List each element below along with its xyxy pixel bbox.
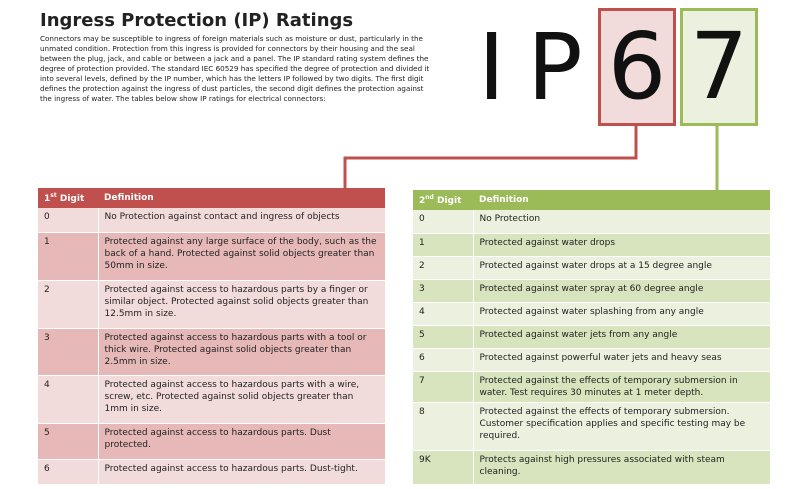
digit-label: Digit (436, 196, 462, 206)
table-row: 7 Protected against the effects of tempor… (413, 371, 770, 403)
definition-cell: Protects against high pressures associat… (473, 450, 770, 485)
digit-cell: 5 (413, 325, 474, 349)
digit-number: 2 (419, 196, 426, 206)
table-row: 8 Protected against the effects of tempor… (413, 402, 770, 451)
digit-cell: 7 (413, 371, 474, 403)
definition-cell: No Protection (473, 210, 770, 234)
table-row: 3 Protected against water spray at 60 deg… (413, 279, 770, 303)
definition-cell: Protected against water splashing from a… (473, 302, 770, 326)
first-digit-box: 6 (598, 8, 676, 126)
second-digit-box: 7 (680, 8, 758, 126)
table-row: 2 Protected against water drops at a 15 d… (413, 256, 770, 280)
table-row: 5 Protected against water jets from any a… (413, 325, 770, 349)
definition-cell: Protected against powerful water jets an… (473, 348, 770, 372)
definition-cell: Protected against access to hazardous pa… (98, 459, 385, 485)
digit-cell: 3 (413, 279, 474, 303)
digit-cell: 5 (38, 423, 99, 460)
digit-cell: 0 (38, 208, 99, 233)
definition-cell: Protected against access to hazardous pa… (98, 375, 385, 424)
definition-cell: Protected against any large surface of t… (98, 232, 385, 281)
table-row: 2 Protected against access to hazardous p… (38, 280, 385, 329)
digit-cell: 2 (413, 256, 474, 280)
intro: Connectors may be susceptible to ingress… (40, 34, 430, 103)
table-row: 5 Protected against access to hazardous p… (38, 423, 385, 460)
definition-cell: Protected against access to hazardous pa… (98, 423, 385, 460)
definition-cell: Protected against the effects of tempora… (473, 402, 770, 451)
digit-number: 1 (44, 194, 51, 204)
table-row: 4 Protected against access to hazardous p… (38, 375, 385, 424)
definition-cell: Protected against water spray at 60 degr… (473, 279, 770, 303)
title: Ingress Protection (IP) Ratings (40, 10, 354, 31)
digit-cell: 8 (413, 402, 474, 451)
table-row: 9K Protects against high pressures associ… (413, 450, 770, 485)
ip-prefix: IP (478, 14, 605, 121)
table-row: 6 Protected against access to hazardous p… (38, 459, 385, 485)
digit-cell: 4 (38, 375, 99, 424)
first-digit-table: 1st Digit Definition 0 No Protection agains… (38, 188, 385, 485)
digit-cell: 3 (38, 328, 99, 376)
table-row: 3 Protected against access to hazardous p… (38, 328, 385, 376)
definition-cell: Protected against water drops (473, 233, 770, 257)
digit-cell: 1 (38, 232, 99, 281)
digit-header: 1st Digit (38, 188, 98, 208)
header-row: 1st Digit Definition (38, 188, 385, 208)
definition-cell: Protected against the effects of tempora… (473, 371, 770, 403)
table-row: 0 No Protection against contact and ingre… (38, 208, 385, 233)
table-row: 1 Protected against water drops (413, 233, 770, 257)
table-row: 4 Protected against water splashing from … (413, 302, 770, 326)
table-row: 1 Protected against any large surface of … (38, 232, 385, 281)
red-connector (343, 122, 638, 188)
digit-cell: 1 (413, 233, 474, 257)
second-digit-table: 2nd Digit Definition 0 No Protection 1 Protec… (413, 190, 770, 485)
definition-cell: No Protection against contact and ingres… (98, 208, 385, 233)
definition-header: Definition (479, 195, 529, 205)
digit-header: 2nd Digit (413, 190, 473, 210)
digit-suffix: st (50, 192, 57, 199)
digit-cell: 6 (413, 348, 474, 372)
definition-cell: Protected against access to hazardous pa… (98, 280, 385, 329)
digit-cell: 0 (413, 210, 474, 234)
definition-cell: Protected against access to hazardous pa… (98, 328, 385, 376)
definition-cell: Protected against water jets from any an… (473, 325, 770, 349)
digit-cell: 6 (38, 459, 99, 485)
definition-cell: Protected against water drops at a 15 de… (473, 256, 770, 280)
digit-cell: 4 (413, 302, 474, 326)
table-row: 0 No Protection (413, 210, 770, 234)
digit-cell: 2 (38, 280, 99, 329)
header-row: 2nd Digit Definition (413, 190, 770, 210)
table-row: 6 Protected against powerful water jets a… (413, 348, 770, 372)
digit-label: Digit (59, 194, 85, 204)
digit-cell: 9K (413, 450, 474, 485)
definition-header: Definition (104, 193, 154, 203)
digit-suffix: nd (425, 194, 434, 201)
